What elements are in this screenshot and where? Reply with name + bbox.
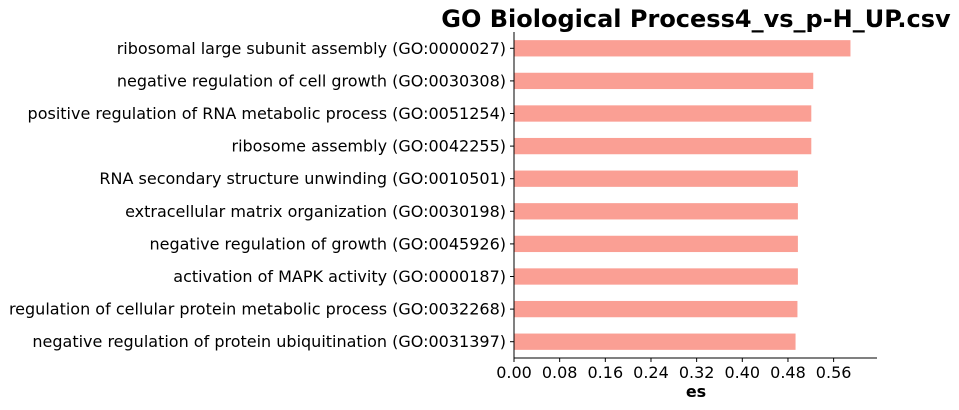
category-label: regulation of cellular protein metabolic… (9, 300, 506, 319)
category-label: ribosomal large subunit assembly (GO:000… (117, 39, 506, 58)
bar (514, 203, 798, 220)
x-tick-label: 0.40 (724, 363, 760, 382)
category-label: positive regulation of RNA metabolic pro… (28, 104, 506, 123)
x-tick-label: 0.16 (588, 363, 624, 382)
x-axis-ticks: 0.00 0.08 0.16 0.24 0.32 0.40 0.48 0.56 (496, 358, 851, 382)
bar (514, 40, 851, 57)
bars-layer (514, 40, 851, 350)
category-labels: ribosomal large subunit assembly (GO:000… (9, 39, 514, 351)
bar (514, 300, 798, 318)
x-axis-label: es (686, 382, 706, 401)
category-label: negative regulation of protein ubiquitin… (32, 332, 506, 351)
x-tick-label: 0.48 (770, 363, 806, 382)
x-tick-label: 0.24 (633, 363, 669, 382)
bar (514, 137, 812, 155)
category-label: extracellular matrix organization (GO:00… (125, 202, 506, 221)
bar (514, 333, 796, 350)
category-label: negative regulation of growth (GO:004592… (149, 234, 506, 253)
bar (514, 72, 814, 90)
x-tick-label: 0.32 (679, 363, 715, 382)
category-label: ribosome assembly (GO:0042255) (231, 137, 506, 156)
bar (514, 170, 798, 187)
bar (514, 105, 812, 122)
category-label: negative regulation of cell growth (GO:0… (117, 71, 506, 90)
category-label: RNA secondary structure unwinding (GO:00… (99, 169, 506, 188)
bar (514, 235, 798, 253)
x-tick-label: 0.00 (496, 363, 532, 382)
x-tick-label: 0.08 (542, 363, 578, 382)
bar (514, 268, 798, 285)
x-tick-label: 0.56 (816, 363, 852, 382)
chart-title: GO Biological Process4_vs_p-H_UP.csv (441, 5, 951, 33)
category-label: activation of MAPK activity (GO:0000187) (173, 267, 506, 286)
